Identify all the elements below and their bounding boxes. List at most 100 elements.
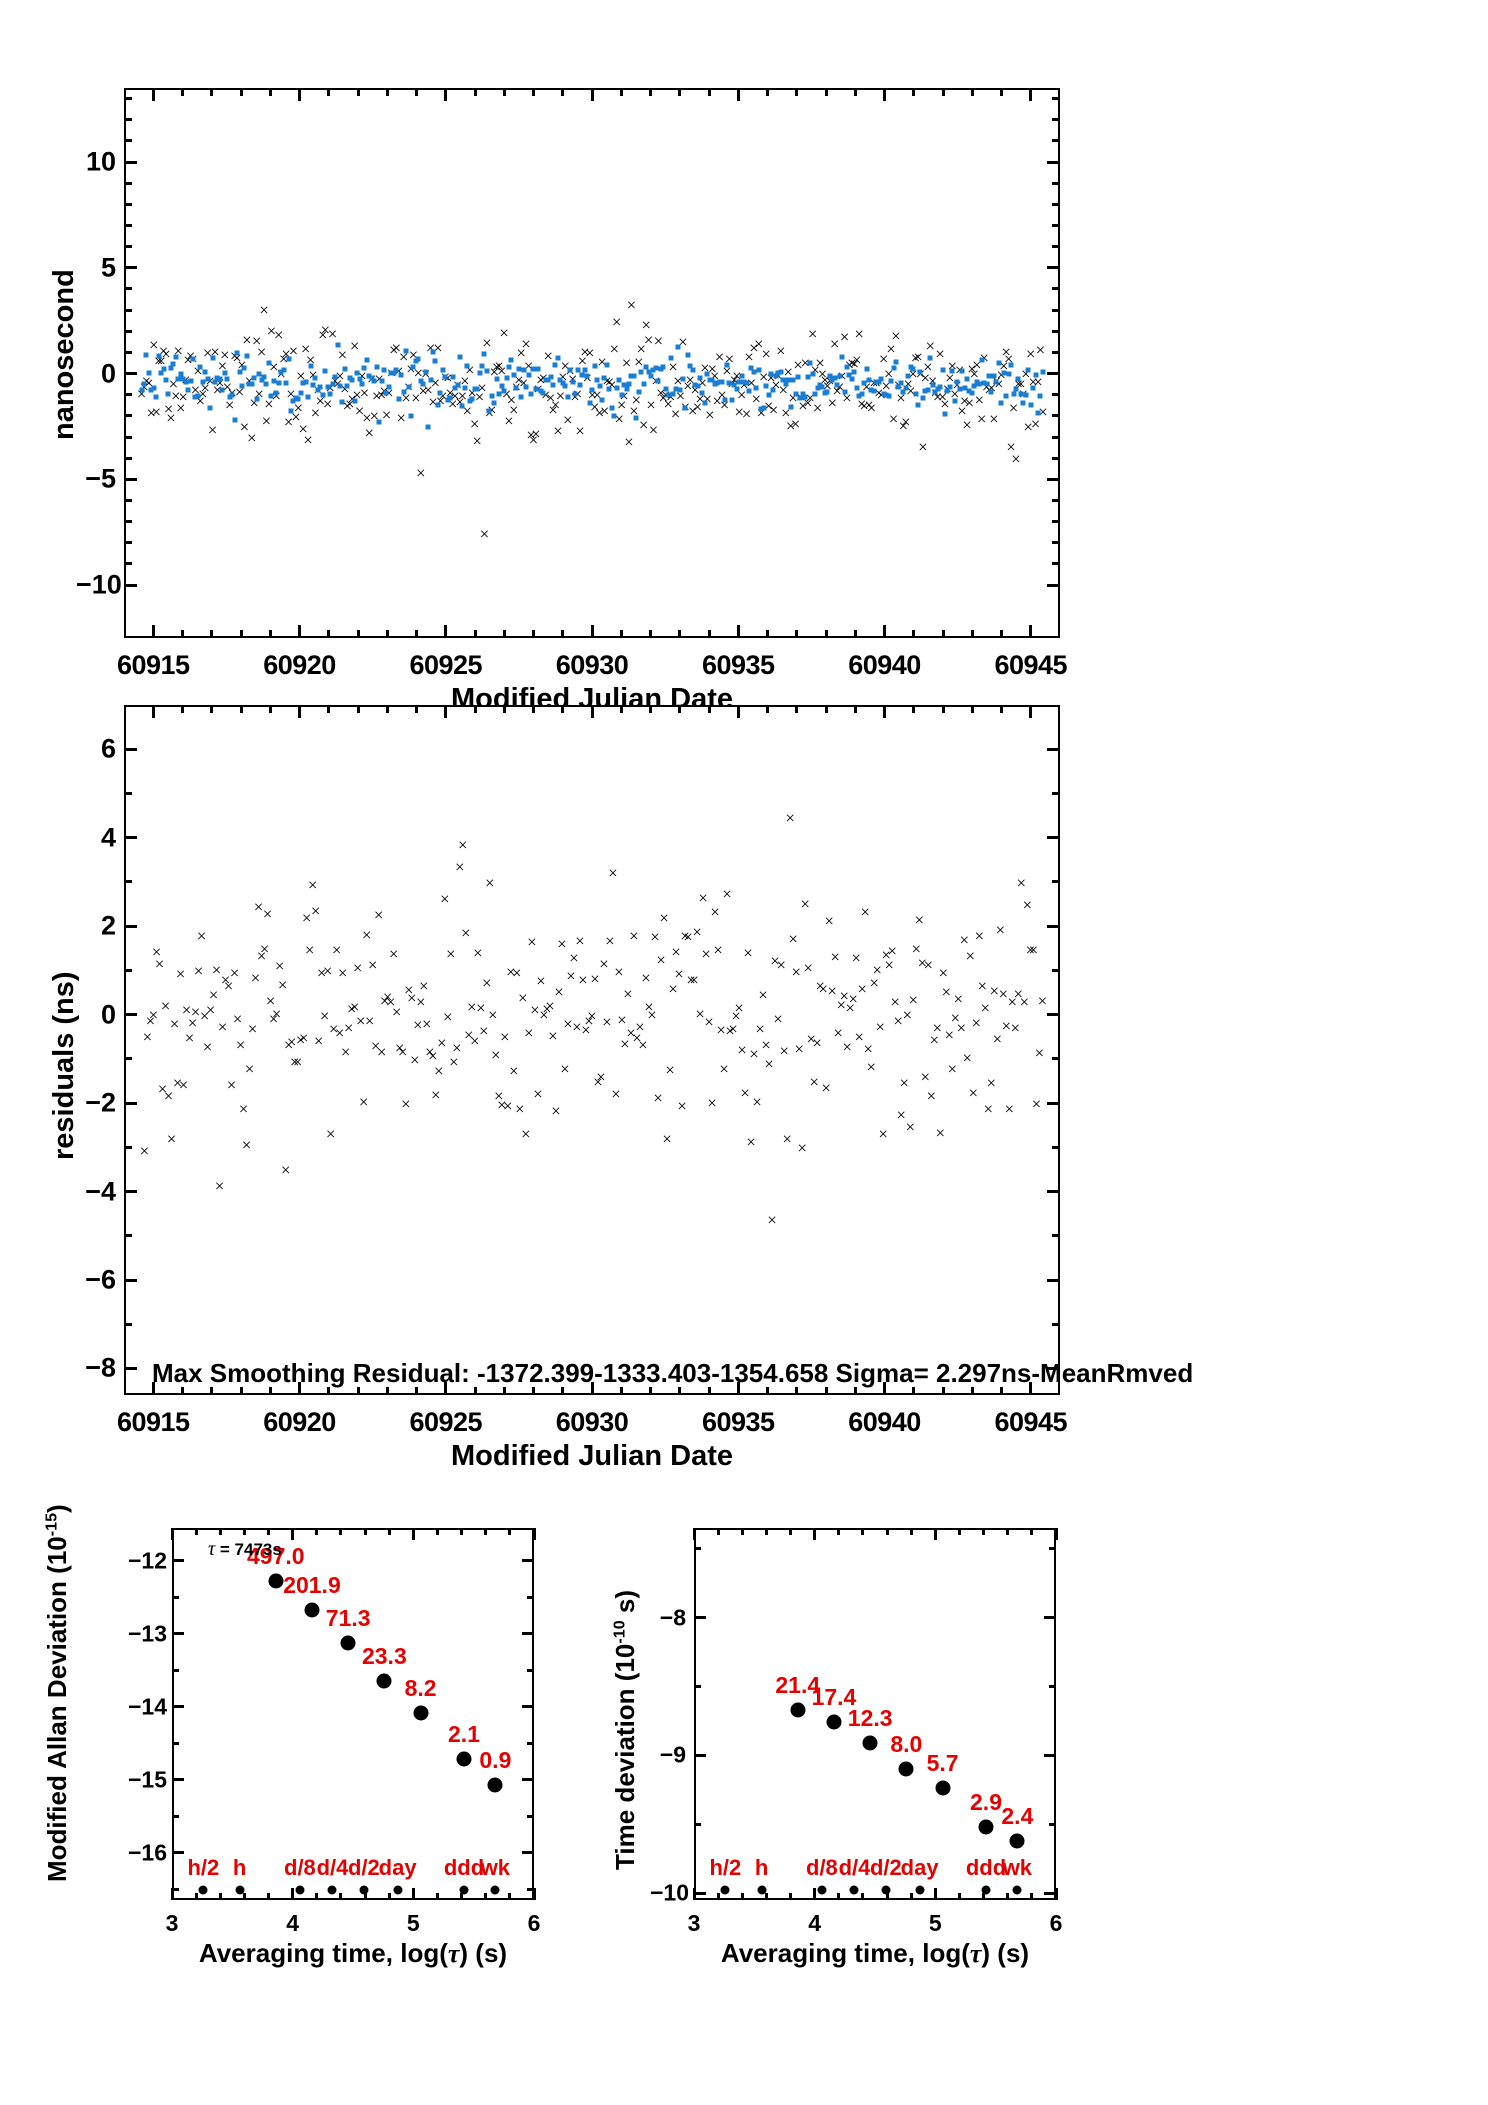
data-point-twstft: × [496,361,507,381]
data-point-gps-p3 [393,367,399,373]
data-point-twstft: × [568,371,578,388]
data-point-twstft: × [670,404,681,424]
tick-mark [692,1528,696,1540]
data-point-twstft: × [842,388,852,408]
data-point-gps-p3 [183,379,189,385]
data-point-gps-p3 [528,391,534,397]
data-point-twstft: × [1008,398,1019,418]
data-point-gps-p3 [653,365,659,371]
tick-mark [789,1528,793,1535]
x-tick-label: 60935 [701,650,775,680]
data-point-twstft: × [173,341,184,361]
tick-mark [694,1753,706,1757]
data-point-twstft: × [597,352,607,372]
ylabel3-post: ) [42,1504,72,1513]
data-point-gps-p3 [533,386,539,392]
tick-mark [1052,520,1060,524]
data-point-gps-p3 [594,377,600,383]
data-point-residual: × [998,984,1009,1004]
data-point-residual: × [187,1013,198,1033]
data-point-residual: × [509,1061,519,1081]
data-point-residual: × [800,894,810,914]
data-point-twstft: × [156,351,166,371]
data-point-residual: × [884,955,895,975]
data-point-gps-p3 [305,394,311,400]
data-point-gps-p3 [489,393,495,399]
data-point-twstft: × [621,353,632,373]
data-point-gps-p3 [499,383,505,389]
data-point-twstft: × [705,405,715,425]
data-point-gps-p3 [1040,369,1046,375]
data-point-twstft: × [354,401,365,421]
data-point-residual: × [944,1025,955,1045]
tick-mark [298,1382,301,1395]
data-point-twstft: × [910,348,921,368]
data-point-gps-p3 [871,388,877,394]
tick-mark [1047,583,1060,587]
tick-mark [1052,139,1060,143]
data-point-gps-p3 [374,364,380,370]
tick-mark [883,705,886,718]
data-point-twstft: × [186,347,196,364]
tick-mark [909,1893,913,1900]
data-point-twstft: × [815,353,825,373]
data-point-twstft: × [707,359,718,379]
data-point-gps-p3 [969,390,975,396]
data-point-twstft: × [558,369,568,386]
data-point-residual: × [286,1032,297,1052]
data-point-gps-p3 [202,369,208,375]
y-axis-title-3: Modified Allan Deviation (10-15) [42,1504,73,1882]
data-point-residual: × [698,888,708,908]
data-point-residual: × [506,962,516,982]
data-point-twstft: × [753,334,764,354]
data-point-residual: × [554,982,564,1002]
tick-mark [124,1234,132,1238]
tick-mark [1052,414,1060,418]
data-point-gps-p3 [675,344,681,350]
tick-mark [172,1814,179,1818]
tick-mark [853,705,857,713]
tick-mark [1052,181,1060,185]
tick-mark [795,630,799,638]
tick-mark [210,705,214,713]
data-point-gps-p3 [930,382,936,388]
data-point-gps-p3 [317,384,323,390]
data-point-gps-p3 [237,369,243,375]
data-point-residual: × [779,1041,789,1061]
data-point-twstft: × [175,398,186,418]
data-point-residual: × [977,976,988,996]
tick-mark [716,1893,720,1900]
data-point-twstft: × [281,344,291,364]
data-point-gps-p3 [163,377,169,383]
data-point-gps-p3 [153,394,159,400]
tick-mark [527,1814,534,1818]
tick-mark [124,541,132,545]
data-point-gps-p3 [165,391,171,397]
tick-mark [941,630,945,638]
data-point-gps-p3 [766,392,772,398]
data-point-gps-p3 [680,376,686,382]
data-point-twstft: × [303,430,313,450]
data-point-residual: × [812,1033,822,1053]
data-point-gps-p3 [812,391,818,397]
data-point-gps-p3 [690,367,696,373]
tick-mark [694,1891,706,1895]
data-point-residual: × [596,1067,606,1087]
data-point-gps-p3 [668,355,674,361]
data-point-twstft: × [428,392,438,412]
data-point-residual: × [641,968,651,988]
tick-mark [619,705,623,713]
data-point-twstft: × [202,343,213,363]
data-point-residual: × [238,1099,249,1119]
xlabel3-tau: τ [447,1939,460,1968]
data-point-twstft: × [883,364,894,384]
data-point-gps-p3 [891,365,896,371]
y-tick-label: −4 [85,1176,116,1207]
data-point-twstft: × [521,334,531,354]
data-point-residual: × [262,904,273,924]
data-point-gps-p3 [146,370,152,375]
ylabel4-post: s) [610,1589,640,1621]
plot-frame-2 [124,705,1060,1395]
data-point-residual: × [497,1095,507,1115]
data-point-gps-p3 [369,375,375,381]
